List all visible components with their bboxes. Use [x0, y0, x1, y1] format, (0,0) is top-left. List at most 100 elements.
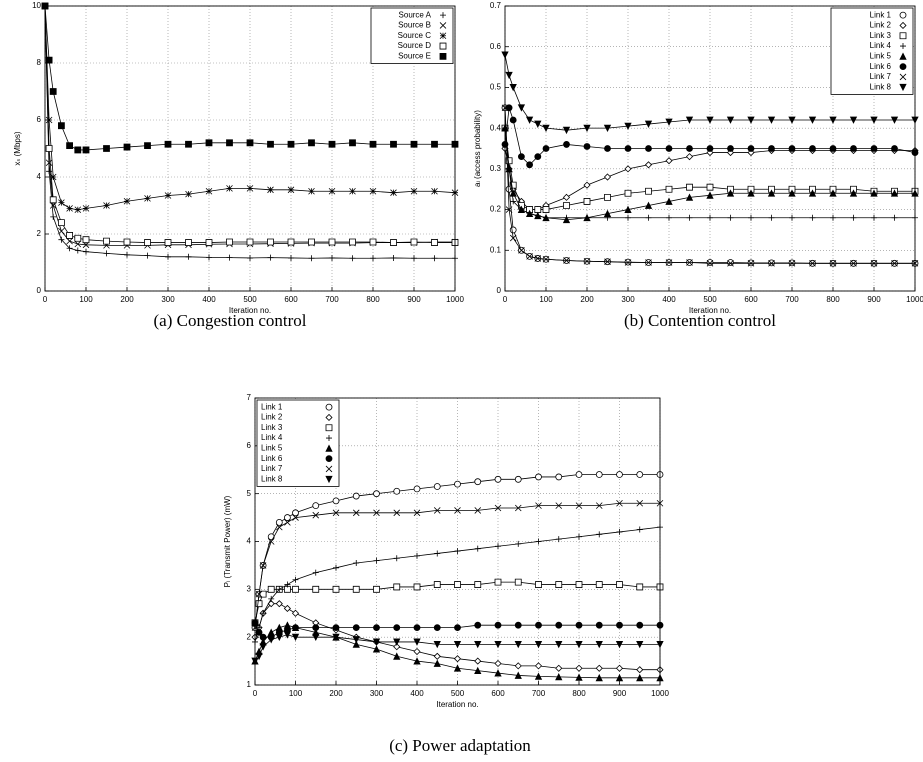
- y-tick-label: 8: [37, 58, 42, 67]
- point-marker: [372, 638, 381, 646]
- point-marker: [268, 595, 275, 602]
- legend-marker: [899, 83, 907, 92]
- point-marker: [308, 139, 315, 147]
- point-marker: [517, 104, 526, 112]
- y-tick-label: 0.7: [490, 1, 502, 10]
- point-marker: [292, 585, 299, 593]
- point-marker: [706, 116, 714, 124]
- legend-marker: [899, 63, 907, 70]
- plot-frame: [504, 5, 916, 292]
- point-marker: [283, 604, 291, 613]
- point-marker: [509, 234, 517, 242]
- point-marker: [575, 502, 583, 509]
- point-marker: [267, 533, 275, 541]
- legend-label: Source B: [398, 21, 431, 30]
- point-marker: [505, 157, 513, 165]
- point-marker: [576, 533, 582, 540]
- point-marker: [206, 254, 212, 261]
- point-marker: [287, 186, 295, 194]
- point-marker: [83, 248, 89, 255]
- point-marker: [413, 657, 421, 665]
- point-marker: [517, 205, 526, 213]
- x-tick-label: 400: [662, 295, 676, 304]
- point-marker: [583, 213, 591, 222]
- point-marker: [164, 192, 172, 199]
- x-tick-label: 500: [451, 689, 465, 698]
- point-marker: [595, 673, 603, 682]
- point-marker: [267, 538, 275, 545]
- point-marker: [685, 153, 694, 161]
- point-marker: [768, 214, 775, 221]
- point-marker: [534, 672, 543, 680]
- point-marker: [494, 669, 502, 677]
- point-marker: [870, 189, 878, 197]
- y-tick-label: 6: [37, 115, 42, 124]
- point-marker: [474, 640, 482, 649]
- point-marker: [144, 142, 151, 150]
- point-marker: [595, 502, 603, 509]
- point-marker: [515, 540, 522, 547]
- point-marker: [370, 255, 376, 262]
- point-marker: [665, 118, 673, 126]
- point-marker: [373, 509, 380, 517]
- point-marker: [414, 552, 420, 559]
- point-marker: [312, 585, 320, 593]
- point-marker: [509, 116, 517, 124]
- x-tick-label: 900: [613, 689, 627, 698]
- point-marker: [352, 636, 360, 644]
- point-marker: [583, 124, 591, 133]
- point-marker: [433, 483, 441, 490]
- point-marker: [164, 239, 172, 246]
- point-marker: [616, 528, 623, 535]
- point-marker: [255, 600, 263, 608]
- x-tick-label: 100: [289, 689, 303, 698]
- y-tick-label: 1: [247, 680, 252, 689]
- y-tick-label: 0.3: [490, 164, 502, 173]
- y-tick-label: 7: [247, 393, 252, 402]
- point-marker: [514, 504, 522, 512]
- point-marker: [288, 254, 294, 261]
- point-marker: [525, 116, 534, 124]
- point-marker: [144, 239, 151, 246]
- point-marker: [514, 621, 522, 629]
- point-marker: [624, 122, 632, 131]
- point-marker: [255, 590, 263, 598]
- y-tick-label: 0.2: [490, 205, 502, 214]
- point-marker: [411, 255, 417, 262]
- point-marker: [352, 585, 360, 593]
- point-marker: [291, 633, 300, 642]
- x-tick-label: 800: [826, 295, 840, 304]
- x-tick-label: 1000: [906, 295, 923, 304]
- x-tick-label: 1000: [446, 295, 464, 304]
- point-marker: [665, 197, 673, 205]
- point-marker: [665, 145, 673, 152]
- point-marker: [390, 239, 397, 246]
- point-marker: [636, 583, 644, 591]
- point-marker: [373, 624, 380, 631]
- point-marker: [686, 145, 693, 152]
- point-marker: [575, 581, 583, 588]
- point-marker: [185, 239, 192, 246]
- point-marker: [349, 238, 356, 246]
- point-marker: [890, 116, 899, 124]
- point-marker: [727, 214, 734, 221]
- point-marker: [454, 624, 461, 631]
- legend-label: Link 6: [261, 454, 283, 463]
- point-marker: [474, 666, 482, 675]
- point-marker: [685, 193, 694, 201]
- point-marker: [575, 621, 583, 629]
- point-marker: [555, 581, 563, 588]
- point-marker: [535, 621, 542, 629]
- point-marker: [185, 253, 192, 260]
- point-marker: [431, 255, 438, 262]
- x-tick-label: 200: [580, 295, 594, 304]
- point-marker: [352, 640, 360, 648]
- point-marker: [747, 116, 755, 124]
- point-marker: [275, 519, 283, 526]
- point-marker: [495, 543, 501, 550]
- point-marker: [454, 548, 461, 555]
- point-marker: [575, 673, 583, 681]
- plot-frame: [44, 5, 456, 292]
- point-marker: [259, 633, 267, 641]
